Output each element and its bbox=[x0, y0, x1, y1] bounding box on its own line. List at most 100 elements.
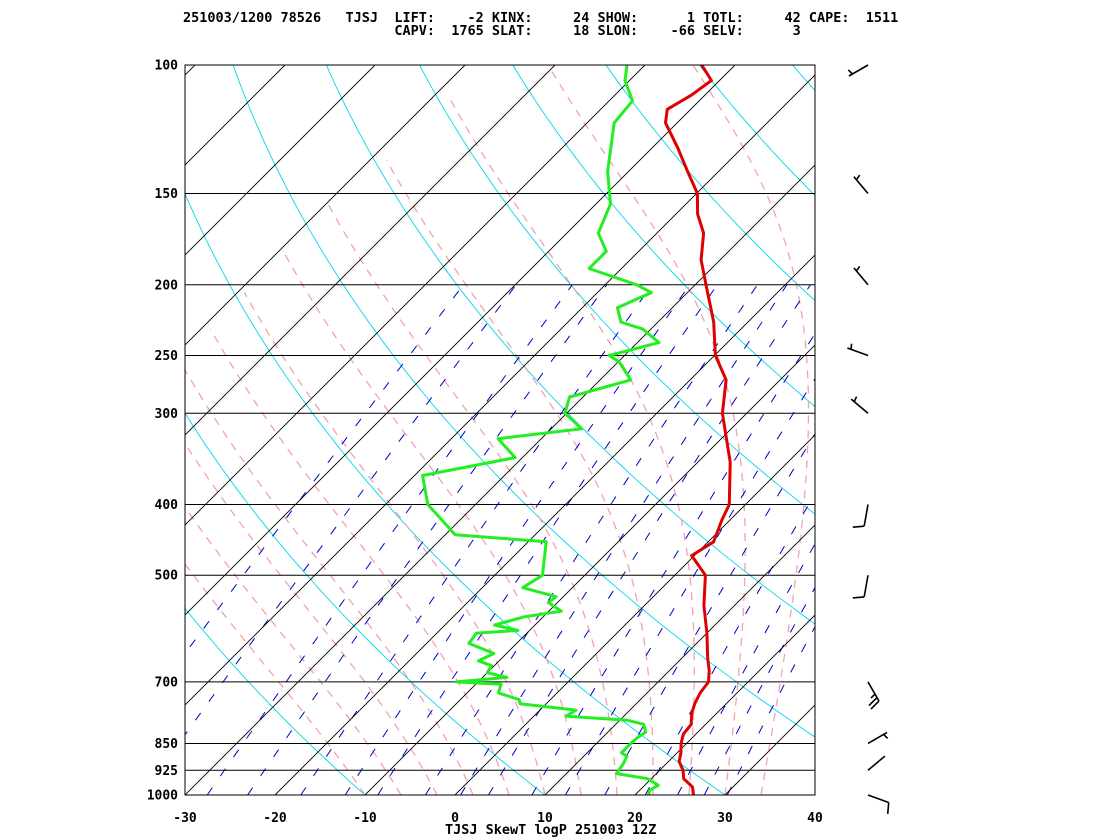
isotherm bbox=[274, 254, 815, 795]
temperature-tick-label: 40 bbox=[807, 811, 823, 826]
wind-barb-flag bbox=[870, 700, 880, 710]
temperature-tick-label: 30 bbox=[717, 811, 733, 826]
wind-barb-shaft bbox=[867, 755, 886, 771]
dry-adiabat bbox=[698, 65, 815, 197]
dry-adiabat bbox=[185, 412, 546, 795]
mixing-ratio-line bbox=[604, 432, 815, 795]
mixing-ratio-line bbox=[300, 284, 653, 795]
temperature-trace bbox=[664, 65, 732, 795]
wind-barb-shaft bbox=[863, 504, 869, 527]
wind-barb-shaft bbox=[863, 575, 869, 598]
dry-adiabat bbox=[512, 65, 815, 408]
wind-barb bbox=[853, 174, 869, 195]
chart-footer: TJSJ SkewT logP 251003 12Z bbox=[445, 822, 656, 838]
temperature-tick-label: 10 bbox=[537, 811, 553, 826]
isotherm bbox=[185, 65, 466, 346]
sounding-traces bbox=[421, 65, 732, 795]
moist-adiabat bbox=[447, 94, 695, 795]
wind-barb-flag bbox=[868, 696, 878, 707]
isotherm bbox=[185, 164, 815, 795]
wind-barb-half-flag bbox=[870, 693, 876, 699]
wind-barb bbox=[867, 731, 889, 745]
isotherm bbox=[185, 65, 376, 256]
wind-barb bbox=[847, 64, 869, 77]
pressure-tick-label: 200 bbox=[155, 278, 179, 293]
wind-barb bbox=[847, 343, 869, 357]
wind-barb bbox=[852, 504, 869, 529]
dry-adiabat bbox=[185, 607, 366, 795]
pressure-tick-label: 850 bbox=[155, 737, 179, 752]
dry-adiabat bbox=[232, 65, 815, 738]
isotherm bbox=[0, 65, 15, 795]
wind-barb-flag bbox=[852, 596, 865, 599]
wind-barb-flag bbox=[886, 802, 890, 814]
temperature-axis: -30 -20 -10 0 10 20 30 40 bbox=[173, 811, 823, 826]
moist-adiabat bbox=[185, 562, 366, 795]
mixing-ratio-line bbox=[726, 625, 815, 795]
wind-barb-half-flag bbox=[883, 733, 889, 740]
dry-adiabat bbox=[979, 65, 1120, 795]
wind-barb-flag bbox=[852, 525, 865, 529]
pressure-tick-label: 500 bbox=[155, 569, 179, 584]
wind-barb-shaft bbox=[867, 794, 889, 804]
mixing-ratio-line bbox=[564, 377, 815, 795]
dry-adiabat bbox=[605, 65, 815, 302]
header-line-2: CAPV: 1765 SLAT: 18 SLON: -66 SELV: 3 bbox=[183, 23, 801, 39]
isotherm bbox=[185, 65, 556, 436]
wind-barb bbox=[853, 265, 869, 286]
dry-adiabat bbox=[419, 65, 815, 515]
moist-adiabat bbox=[185, 506, 402, 795]
pressure-tick-label: 100 bbox=[155, 59, 179, 74]
isotherm bbox=[185, 65, 286, 166]
temperature-tick-label: 20 bbox=[627, 811, 643, 826]
wind-barb-half-flag bbox=[855, 174, 861, 181]
moist-adiabat bbox=[243, 292, 546, 795]
dry-adiabat bbox=[792, 65, 815, 92]
pressure-tick-label: 700 bbox=[155, 675, 179, 690]
mixing-ratio-line bbox=[703, 586, 815, 795]
pressure-tick-label: 300 bbox=[155, 407, 179, 422]
pressure-tick-label: 400 bbox=[155, 498, 179, 513]
temperature-tick-label: -20 bbox=[263, 811, 287, 826]
moist-adiabat bbox=[385, 159, 654, 795]
isotherm bbox=[544, 524, 815, 795]
temperature-tick-label: -30 bbox=[173, 811, 197, 826]
pressure-tick-label: 250 bbox=[155, 349, 179, 364]
wind-barbs bbox=[847, 64, 890, 814]
dry-adiabat bbox=[185, 192, 726, 795]
wind-barb-half-flag bbox=[847, 69, 853, 75]
mixing-ratio-line bbox=[377, 284, 718, 795]
moist-adiabat bbox=[185, 442, 438, 795]
wind-barb-half-flag bbox=[855, 265, 861, 272]
wind-barb bbox=[850, 396, 869, 414]
isotherm bbox=[0, 65, 105, 795]
isotherm bbox=[814, 794, 815, 795]
isotherm bbox=[185, 65, 736, 616]
dewpoint-trace bbox=[421, 65, 661, 795]
isotherm bbox=[185, 65, 646, 526]
pressure-tick-label: 925 bbox=[155, 764, 178, 779]
mixing-ratio-line bbox=[677, 542, 815, 795]
mixing-ratio-line bbox=[185, 284, 517, 736]
mixing-ratio-line bbox=[247, 284, 608, 795]
wind-barb-half-flag bbox=[853, 396, 858, 403]
mixing-ratio-line bbox=[185, 284, 464, 655]
wind-barb bbox=[852, 575, 869, 599]
plot-frame bbox=[184, 64, 816, 796]
wind-barb bbox=[867, 794, 890, 814]
temperature-tick-label: 0 bbox=[451, 811, 459, 826]
header-line-1: 251003/1200 78526 TJSJ LIFT: -2 KINX: 24… bbox=[183, 10, 898, 26]
pressure-tick-label: 1000 bbox=[147, 789, 178, 804]
wind-barb bbox=[867, 755, 886, 771]
wind-barb bbox=[867, 681, 880, 710]
moist-adiabat bbox=[185, 368, 474, 795]
mixing-ratio-line bbox=[531, 332, 815, 795]
moist-adiabat bbox=[692, 65, 810, 795]
temperature-tick-label: -10 bbox=[353, 811, 377, 826]
isotherm bbox=[634, 614, 815, 795]
isotherm bbox=[364, 344, 815, 795]
isotherm bbox=[185, 74, 815, 706]
moist-adiabat bbox=[327, 203, 618, 795]
dry-adiabat bbox=[886, 65, 1120, 795]
mixing-ratio-line bbox=[644, 492, 815, 795]
